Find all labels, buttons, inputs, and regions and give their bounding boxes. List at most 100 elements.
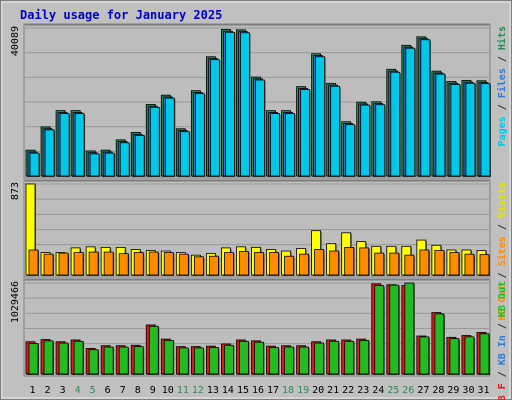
bottom-panel: 1029466 KB F / KB In / KB Out: [10, 278, 508, 400]
bar-pages-day-21: [330, 85, 341, 177]
middle-side-legend: KB Out / Sites / Visits: [496, 182, 508, 320]
bar-pages-day-26: [405, 47, 416, 177]
x-tick-label: 3: [60, 385, 66, 396]
bar-kb-out-day-23: [359, 340, 370, 375]
x-tick-label: 10: [162, 385, 174, 396]
x-tick-label: 24: [372, 385, 384, 396]
bar-kb-out-day-27: [419, 336, 430, 375]
bar-kb-out-day-28: [434, 313, 445, 375]
top-legend-separator: /: [497, 50, 508, 68]
bar-sites-day-18: [284, 255, 294, 276]
x-tick-label: 17: [267, 385, 279, 396]
bar-sites-day-25: [389, 252, 400, 276]
bar-sites-day-6: [103, 251, 114, 276]
bar-kb-out-day-3: [58, 342, 69, 375]
bar-pages-day-25: [390, 71, 401, 177]
bar-pages-day-15: [240, 32, 250, 177]
bar-sites-day-5: [88, 251, 99, 276]
bar-pages-day-22: [345, 124, 356, 177]
bar-kb-out-day-19: [299, 346, 309, 375]
bar-sites-day-8: [133, 252, 144, 276]
bar-kb-out-day-8: [133, 346, 144, 375]
x-tick-label: 13: [207, 385, 219, 396]
bar-pages-day-14: [225, 31, 235, 177]
x-tick-label: 21: [327, 385, 339, 396]
bar-kb-out-day-17: [269, 347, 279, 375]
x-tick-label: 18: [282, 385, 294, 396]
bar-pages-day-6: [104, 152, 115, 177]
bar-sites-day-10: [163, 252, 174, 276]
top-legend-files: Files: [496, 68, 508, 98]
bar-kb-out-day-7: [118, 346, 129, 375]
bar-pages-day-4: [74, 113, 85, 177]
bar-pages-day-30: [465, 82, 476, 177]
x-tick-label: 11: [177, 385, 189, 396]
top-series-pages: [29, 31, 491, 178]
bar-pages-day-23: [360, 104, 371, 177]
bottom-legend-kb-f: KB F: [497, 383, 508, 400]
bar-kb-out-day-15: [239, 340, 249, 375]
x-tick-label: 30: [462, 385, 474, 396]
bar-kb-out-day-22: [344, 340, 355, 375]
x-tick-label: 19: [297, 385, 309, 396]
bar-sites-day-31: [479, 254, 490, 276]
bar-pages-day-17: [270, 113, 280, 177]
bar-sites-day-17: [269, 252, 279, 276]
bar-kb-out-day-18: [284, 346, 294, 375]
x-tick-label: 22: [342, 385, 354, 396]
bar-kb-out-day-9: [148, 325, 159, 375]
middle-ymax-label: 873: [10, 182, 21, 200]
bar-kb-out-day-1: [28, 343, 39, 375]
bar-sites-day-24: [374, 252, 385, 276]
bar-pages-day-24: [375, 104, 386, 177]
bar-sites-day-12: [193, 256, 204, 276]
bar-kb-out-day-4: [73, 340, 84, 375]
bar-sites-day-29: [449, 252, 460, 276]
bar-pages-day-11: [179, 131, 190, 177]
bar-sites-day-7: [118, 253, 129, 276]
x-tick-label: 16: [252, 385, 264, 396]
bar-pages-day-10: [164, 97, 175, 177]
bar-kb-out-day-12: [193, 347, 204, 375]
chart-title: Daily usage for January 2025: [20, 8, 222, 22]
bottom-series-kb-out: [28, 282, 490, 375]
bar-kb-out-day-14: [224, 344, 234, 375]
bar-sites-day-19: [299, 253, 309, 276]
top-legend-pages: Pages: [497, 116, 508, 146]
bar-pages-day-18: [285, 113, 295, 177]
x-tick-label: 25: [387, 385, 399, 396]
bar-sites-day-23: [359, 247, 370, 276]
bottom-legend-kb-out: KB Out: [497, 281, 508, 317]
middle-series-sites: [28, 246, 490, 276]
bar-sites-day-11: [178, 253, 189, 276]
x-tick-label: 26: [402, 385, 414, 396]
bar-kb-out-day-30: [464, 336, 475, 375]
bar-kb-out-day-31: [479, 333, 490, 375]
bar-pages-day-9: [149, 106, 160, 177]
bar-sites-day-9: [148, 251, 159, 276]
bar-kb-out-day-21: [329, 340, 340, 375]
bar-kb-out-day-24: [374, 285, 385, 375]
bar-pages-day-19: [300, 89, 310, 177]
middle-legend-visits: Visits: [496, 182, 508, 218]
x-tick-label: 1: [30, 385, 36, 396]
bar-sites-day-16: [254, 252, 264, 276]
bottom-legend-separator: /: [497, 365, 508, 383]
x-tick-label: 4: [75, 385, 81, 396]
x-tick-label: 12: [192, 385, 204, 396]
x-tick-label: 2: [45, 385, 51, 396]
x-tick-label: 27: [417, 385, 429, 396]
x-tick-label: 14: [222, 385, 234, 396]
bar-sites-day-22: [344, 246, 355, 276]
bar-pages-day-8: [134, 134, 145, 177]
top-panel: 40089 Pages / Files / Hits: [10, 23, 508, 179]
bottom-side-legend: KB F / KB In / KB Out: [497, 281, 508, 400]
bar-sites-day-4: [73, 252, 84, 276]
x-tick-label: 15: [237, 385, 249, 396]
bar-pages-day-31: [480, 83, 491, 177]
x-tick-label: 5: [90, 385, 96, 396]
top-side-legend: Pages / Files / Hits: [496, 26, 508, 146]
bar-sites-day-26: [404, 254, 415, 276]
